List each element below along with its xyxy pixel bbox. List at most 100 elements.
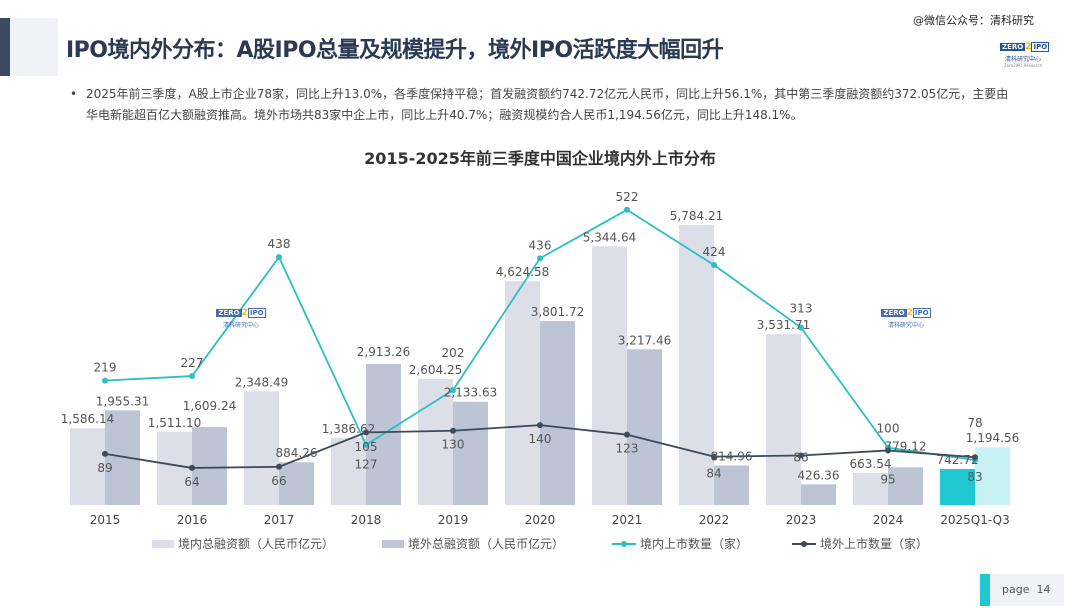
value-label: 130 <box>442 438 465 452</box>
domestic-amount-bar <box>766 334 801 505</box>
overseas-count-point <box>798 452 804 459</box>
domestic-amount-bar <box>418 378 453 505</box>
value-label: 1,609.24 <box>183 399 236 413</box>
domestic-amount-bar <box>940 469 975 505</box>
domestic-count-point <box>450 387 456 394</box>
logo-en: Zero2IPO Research <box>1003 63 1043 68</box>
bullet-item: • 2025年前三季度，A股上市企业78家，同比上升13.0%，各季度保持平稳；… <box>70 84 1020 126</box>
value-label: 89 <box>97 461 112 475</box>
domestic-count-point <box>189 373 195 380</box>
value-label: 100 <box>877 422 900 436</box>
overseas-count-point <box>450 427 456 434</box>
value-label: 884.26 <box>276 446 318 460</box>
x-tick-label: 2015 <box>90 513 121 527</box>
zero2ipo-logo: ZERO 2 IPO 清科研究中心 Zero2IPO Research <box>1000 34 1050 68</box>
overseas-count-point <box>624 431 630 438</box>
value-label: 814.96 <box>711 450 753 464</box>
value-label: 5,344.64 <box>583 230 636 244</box>
page-stripe <box>980 574 990 606</box>
value-label: 123 <box>616 442 639 456</box>
value-label: 3,217.46 <box>618 333 671 347</box>
bullet-text: 2025年前三季度，A股上市企业78家，同比上升13.0%，各季度保持平稳；首发… <box>86 87 1009 122</box>
value-label: 1,955.31 <box>96 394 149 408</box>
overseas-count-point <box>189 464 195 471</box>
chart-watermark-logo: ZERO 2 IPO 清科研究中心 <box>215 300 267 329</box>
overseas-count-point <box>276 463 282 470</box>
domestic-amount-bar <box>70 428 105 505</box>
page-num: 14 <box>1036 583 1051 596</box>
value-label: 2,348.49 <box>235 375 288 389</box>
x-tick-label: 2020 <box>525 513 556 527</box>
x-tick-label: 2016 <box>177 513 208 527</box>
legend-swatch <box>612 540 636 547</box>
value-label: 779.12 <box>885 439 927 453</box>
domestic-amount-bar <box>679 225 714 505</box>
chart-title: 2015-2025年前三季度中国企业境内外上市分布 <box>364 149 716 168</box>
domestic-count-point <box>363 441 369 448</box>
value-label: 4,624.58 <box>496 265 549 279</box>
value-label: 1,586.14 <box>61 412 114 426</box>
overseas-count-point <box>102 450 108 457</box>
value-label: 522 <box>616 190 639 204</box>
value-label: 438 <box>268 237 291 251</box>
legend-domestic-count: 境内上市数量（家） <box>612 535 748 552</box>
value-label: 64 <box>184 475 199 489</box>
domestic-amount-bar <box>592 246 627 505</box>
value-label: 436 <box>529 238 552 252</box>
domestic-count-point <box>102 377 108 384</box>
value-label: 95 <box>880 472 895 486</box>
value-label: 202 <box>442 346 465 360</box>
logo-ipo: IPO <box>912 308 931 318</box>
legend-label: 境内上市数量（家） <box>640 537 749 551</box>
x-tick-label: 2019 <box>438 513 469 527</box>
overseas-amount-bar <box>453 401 488 505</box>
x-tick-label: 2018 <box>351 513 382 527</box>
logo-ipo: IPO <box>247 308 266 318</box>
value-label: 227 <box>181 356 204 370</box>
value-label: 1,511.10 <box>148 416 201 430</box>
page-indicator: page 14 <box>980 574 1064 606</box>
domestic-count-point <box>624 206 630 213</box>
value-label: 84 <box>706 467 721 481</box>
value-label: 2,133.63 <box>444 386 497 400</box>
value-label: 3,531.71 <box>757 318 810 332</box>
domestic-count-point <box>798 324 804 331</box>
logo-cn: 清科研究中心 <box>887 322 924 329</box>
x-tick-label: 2022 <box>699 513 730 527</box>
domestic-count-point <box>537 255 543 262</box>
value-label: 313 <box>790 302 813 316</box>
value-label: 663.54 <box>850 457 892 471</box>
domestic-amount-bar <box>853 472 888 505</box>
value-label: 2,913.26 <box>357 345 410 359</box>
value-label: 83 <box>967 470 982 484</box>
watermark: @微信公众号：清科研究 <box>913 14 1034 27</box>
domestic-count-point <box>711 262 717 269</box>
value-label: 1,194.56 <box>966 431 1019 445</box>
overseas-amount-bar <box>627 349 662 505</box>
value-label: 3,801.72 <box>531 305 584 319</box>
logo-zero: ZERO <box>1000 43 1026 51</box>
logo-zero: ZERO <box>216 309 242 317</box>
legend-swatch <box>382 539 404 548</box>
value-label: 5,784.21 <box>670 209 723 223</box>
domestic-count-point <box>276 254 282 261</box>
value-label: 105 <box>355 440 378 454</box>
overseas-count-point <box>537 422 543 429</box>
domestic-amount-bar <box>244 391 279 505</box>
overseas-count-point <box>363 429 369 436</box>
value-label: 140 <box>529 432 552 446</box>
page-number: page 14 <box>1002 583 1050 596</box>
title-panel <box>10 18 58 76</box>
legend-overseas-amount: 境外总融资额（人民币亿元） <box>382 535 564 552</box>
domestic-amount-bar <box>505 281 540 505</box>
legend-swatch <box>792 540 816 547</box>
chart-watermark-logo: ZERO 2 IPO 清科研究中心 <box>880 300 932 329</box>
legend-label: 境外总融资额（人民币亿元） <box>408 537 565 551</box>
logo-two: 2 <box>906 308 913 318</box>
x-tick-label: 2017 <box>264 513 295 527</box>
logo-two: 2 <box>241 308 248 318</box>
logo-cn: 清科研究中心 <box>222 322 259 329</box>
value-label: 1,386.62 <box>322 422 375 436</box>
x-tick-label: 2021 <box>612 513 643 527</box>
